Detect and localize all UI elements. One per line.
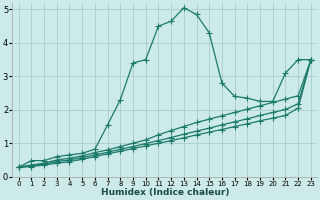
X-axis label: Humidex (Indice chaleur): Humidex (Indice chaleur) xyxy=(100,188,229,197)
